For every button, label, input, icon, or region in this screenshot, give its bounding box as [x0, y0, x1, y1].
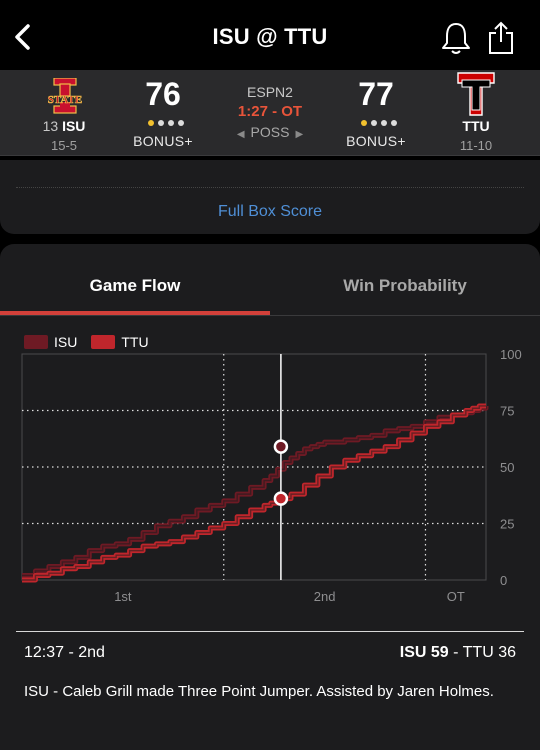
tv-network: ESPN2	[247, 84, 293, 100]
tab-divider	[0, 315, 540, 316]
chart-legend: ISU TTU	[24, 334, 163, 350]
bell-icon[interactable]	[440, 20, 472, 56]
legend-swatch-isu	[24, 335, 48, 349]
timeout-dot	[148, 120, 154, 126]
top-nav-bar: ISU @ TTU	[0, 0, 540, 70]
page-title: ISU @ TTU	[212, 24, 328, 49]
timeout-dot	[391, 120, 397, 126]
away-timeouts	[148, 120, 184, 126]
x-tick-label: 2nd	[314, 589, 336, 604]
home-timeouts	[361, 120, 397, 126]
possession-right-icon: ▶	[295, 129, 304, 140]
home-bonus: BONUS+	[346, 133, 406, 149]
home-score: 77	[358, 76, 394, 112]
game-flow-card: Game Flow Win Probability ISU TTU 0 25 50 7…	[0, 244, 540, 750]
box-score-card: Full Box Score	[0, 160, 540, 234]
y-tick-label: 25	[500, 517, 514, 532]
home-record: 11-10	[459, 138, 493, 153]
ttu-logo[interactable]	[456, 72, 496, 118]
chart-frame	[21, 353, 487, 581]
play-score: ISU 59 - TTU 36	[399, 644, 516, 661]
series-line-inner-ttu	[22, 405, 486, 581]
timeout-dot	[178, 120, 184, 126]
possession-left-icon: ◀	[236, 129, 245, 140]
cursor-marker-ttu	[273, 491, 289, 506]
home-team-label: TTU	[462, 118, 490, 134]
legend-label-ttu: TTU	[121, 334, 149, 350]
play-divider	[16, 631, 524, 632]
tab-win-probability[interactable]: Win Probability	[343, 276, 467, 295]
game-clock: 1:27 - OT	[237, 103, 303, 120]
y-tick-label: 0	[500, 573, 507, 588]
tab-game-flow[interactable]: Game Flow	[89, 276, 181, 295]
svg-text:STATE: STATE	[48, 94, 82, 106]
legend-swatch-ttu	[91, 335, 116, 349]
possession-indicator: ◀ POSS ▶	[236, 124, 304, 140]
timeout-dot	[168, 120, 174, 126]
x-tick-label: OT	[447, 589, 465, 604]
legend-item-isu: ISU	[24, 334, 77, 350]
chevron-left-icon[interactable]	[8, 20, 38, 54]
y-tick-label: 75	[500, 404, 514, 419]
legend-item-ttu: TTU	[91, 334, 149, 350]
play-description: ISU - Caleb Grill made Three Point Jumpe…	[24, 683, 494, 700]
x-tick-label: 1st	[114, 589, 132, 604]
away-record: 15-5	[50, 138, 78, 153]
y-tick-label: 100	[500, 347, 522, 362]
legend-label-isu: ISU	[54, 334, 78, 350]
share-icon[interactable]	[486, 20, 516, 56]
scoreboard: STATE 13 ISU 15-5 76 BONUS+ ESPN2 1:27 -…	[0, 70, 540, 156]
timeout-dot	[361, 120, 367, 126]
away-score: 76	[145, 76, 181, 112]
timeout-dot	[158, 120, 164, 126]
cursor-marker-isu	[273, 439, 289, 454]
game-flow-chart[interactable]: 0 25 50 75 100 1st 2nd OT	[0, 344, 540, 614]
active-tab-indicator	[0, 311, 270, 315]
isu-logo[interactable]: STATE	[40, 78, 90, 114]
divider	[16, 187, 524, 188]
play-time: 12:37 - 2nd	[24, 644, 105, 661]
timeout-dot	[381, 120, 387, 126]
away-team-label: 13 ISU	[42, 118, 86, 134]
full-box-score-link[interactable]: Full Box Score	[217, 203, 323, 220]
timeout-dot	[371, 120, 377, 126]
away-bonus: BONUS+	[133, 133, 193, 149]
y-tick-label: 50	[500, 460, 514, 475]
